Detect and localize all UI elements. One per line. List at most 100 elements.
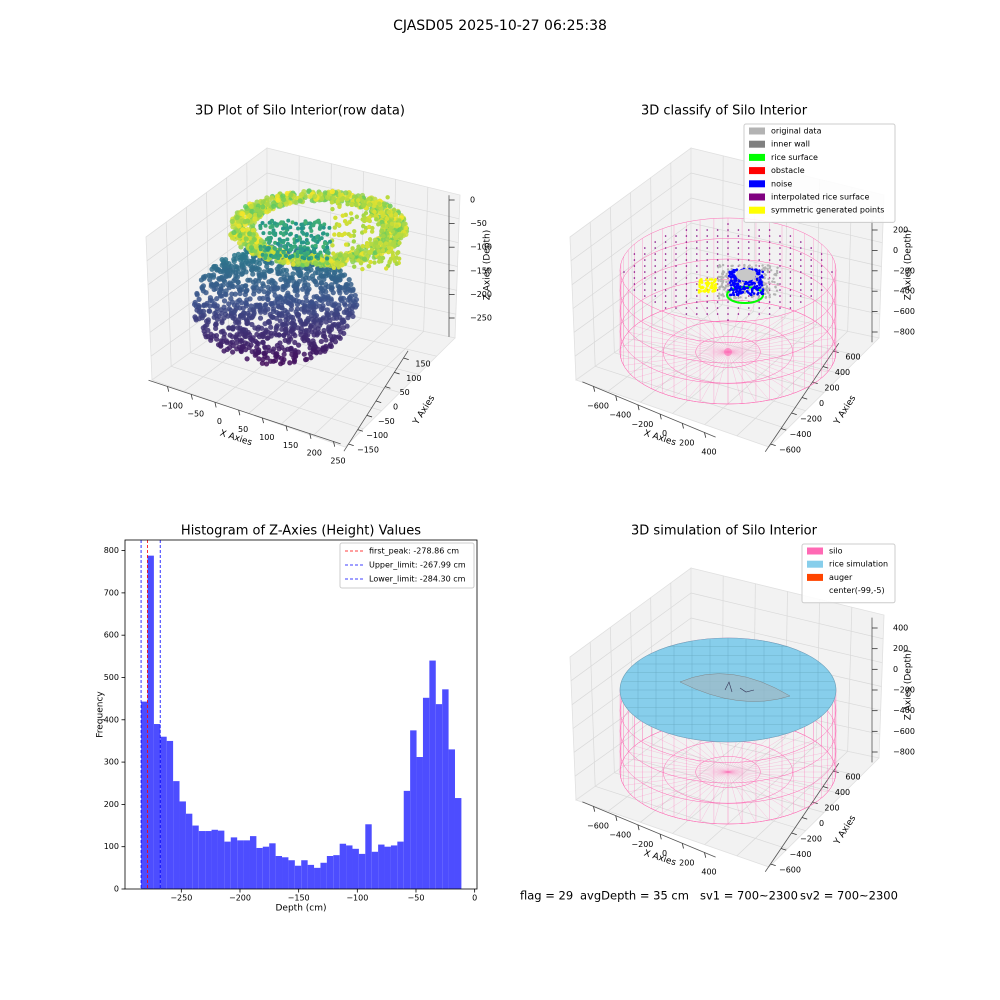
point <box>369 229 375 234</box>
tick-mark <box>681 843 684 849</box>
point <box>234 302 240 309</box>
point <box>286 339 292 345</box>
point <box>696 301 698 303</box>
z-tick-label: 400 <box>893 624 908 633</box>
point <box>384 266 389 271</box>
point <box>207 303 213 309</box>
point <box>758 259 760 261</box>
point <box>258 238 264 244</box>
x-tick-label: −600 <box>587 822 609 831</box>
point <box>301 231 306 236</box>
point <box>733 286 737 289</box>
point <box>214 296 220 302</box>
point <box>313 300 319 306</box>
point <box>238 348 244 355</box>
point <box>779 271 781 273</box>
tick-mark <box>801 397 808 400</box>
point <box>383 241 389 246</box>
point <box>375 244 381 249</box>
point <box>685 283 688 285</box>
point <box>766 290 769 293</box>
point <box>248 336 254 343</box>
silo-line <box>662 351 729 394</box>
silo-line <box>628 331 729 353</box>
point <box>737 253 740 255</box>
tick-mark <box>780 428 787 431</box>
point <box>288 314 294 320</box>
point <box>219 274 225 280</box>
point <box>317 220 322 225</box>
point <box>258 247 263 252</box>
point <box>257 307 263 313</box>
pane-grid <box>736 331 848 437</box>
silo-ring <box>619 258 837 364</box>
point <box>257 315 264 321</box>
silo-line <box>623 338 729 353</box>
point <box>304 356 310 362</box>
silo-line <box>699 301 729 353</box>
point <box>644 283 646 285</box>
point <box>789 241 792 243</box>
point <box>737 229 740 231</box>
point <box>271 346 277 352</box>
histogram-bar <box>448 749 455 889</box>
point <box>238 339 244 345</box>
point <box>664 277 667 279</box>
point <box>633 259 636 261</box>
point <box>324 312 330 318</box>
legend-swatch <box>749 153 765 161</box>
point <box>367 237 373 242</box>
point <box>644 289 646 291</box>
point <box>251 257 257 263</box>
point <box>290 271 296 277</box>
silo-line <box>727 771 836 779</box>
point <box>308 341 314 347</box>
point <box>789 289 792 291</box>
point <box>338 329 344 335</box>
point <box>234 319 241 325</box>
point <box>326 272 332 278</box>
x-tick-label: 100 <box>259 433 274 442</box>
point <box>319 195 325 202</box>
point <box>266 208 272 214</box>
point <box>279 220 284 225</box>
point <box>290 261 296 267</box>
point <box>319 257 326 263</box>
point <box>321 276 327 283</box>
point <box>771 280 774 283</box>
point <box>757 281 761 284</box>
point <box>760 274 764 278</box>
point <box>227 332 233 338</box>
point <box>339 232 345 238</box>
point <box>377 201 382 206</box>
silo-line <box>623 351 729 366</box>
point <box>367 218 372 224</box>
point <box>260 281 266 287</box>
point <box>316 275 323 281</box>
point <box>263 223 268 228</box>
point <box>340 317 346 323</box>
pane-grid <box>589 222 596 367</box>
point <box>303 327 309 334</box>
point <box>713 284 717 287</box>
silo-line <box>727 303 770 353</box>
histogram-bar <box>435 704 443 889</box>
z-tick-label: −400 <box>893 706 915 715</box>
point <box>290 220 295 225</box>
pane-grid <box>423 187 429 332</box>
silo-line <box>727 351 822 379</box>
point <box>276 332 282 338</box>
point <box>354 251 359 256</box>
point <box>295 238 300 243</box>
point <box>386 245 392 250</box>
point <box>275 241 280 246</box>
point <box>268 313 274 320</box>
silo-line <box>727 771 828 793</box>
tick-mark <box>403 357 409 360</box>
point <box>230 324 236 330</box>
point <box>750 266 754 269</box>
point <box>260 204 266 210</box>
point <box>285 226 290 231</box>
z-tick-label: −400 <box>893 287 915 296</box>
point <box>352 229 357 234</box>
